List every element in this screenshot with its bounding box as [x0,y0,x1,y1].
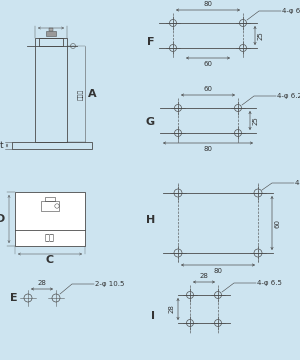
Bar [12,142,92,149]
Text: I: I [151,311,155,321]
Text: G: G [146,117,155,127]
Text: 25: 25 [253,116,259,125]
Text: 支柱高: 支柱高 [78,88,84,100]
Bar [15,192,85,246]
Text: 60: 60 [275,219,281,228]
Text: 80: 80 [214,268,223,274]
Text: 28: 28 [169,305,175,314]
Text: t: t [0,141,3,150]
Text: 80: 80 [203,1,212,7]
Bar [35,38,67,142]
Text: 2-φ 10.5: 2-φ 10.5 [95,281,124,287]
Text: A: A [88,89,97,99]
Bar [41,201,59,211]
Bar [49,28,53,31]
Text: F: F [148,37,155,47]
Text: 4-φ 6.2: 4-φ 6.2 [277,93,300,99]
Text: 4-φ 6.5: 4-φ 6.5 [257,280,282,286]
Text: H: H [146,215,155,225]
Text: 80: 80 [203,146,212,152]
Bar [39,38,63,46]
Text: 25: 25 [258,31,264,40]
Bar [46,31,56,36]
Bar [45,197,55,201]
Text: 28: 28 [200,273,208,279]
Text: E: E [10,293,18,303]
Text: 60: 60 [203,86,212,92]
Text: C: C [46,255,54,265]
Text: 28: 28 [38,280,46,286]
Text: D: D [0,214,5,224]
Text: 台板: 台板 [45,234,55,243]
Text: 4-φ 6.2: 4-φ 6.2 [282,8,300,14]
Text: 60: 60 [203,61,212,67]
Text: 4-φ 8.5: 4-φ 8.5 [295,180,300,186]
